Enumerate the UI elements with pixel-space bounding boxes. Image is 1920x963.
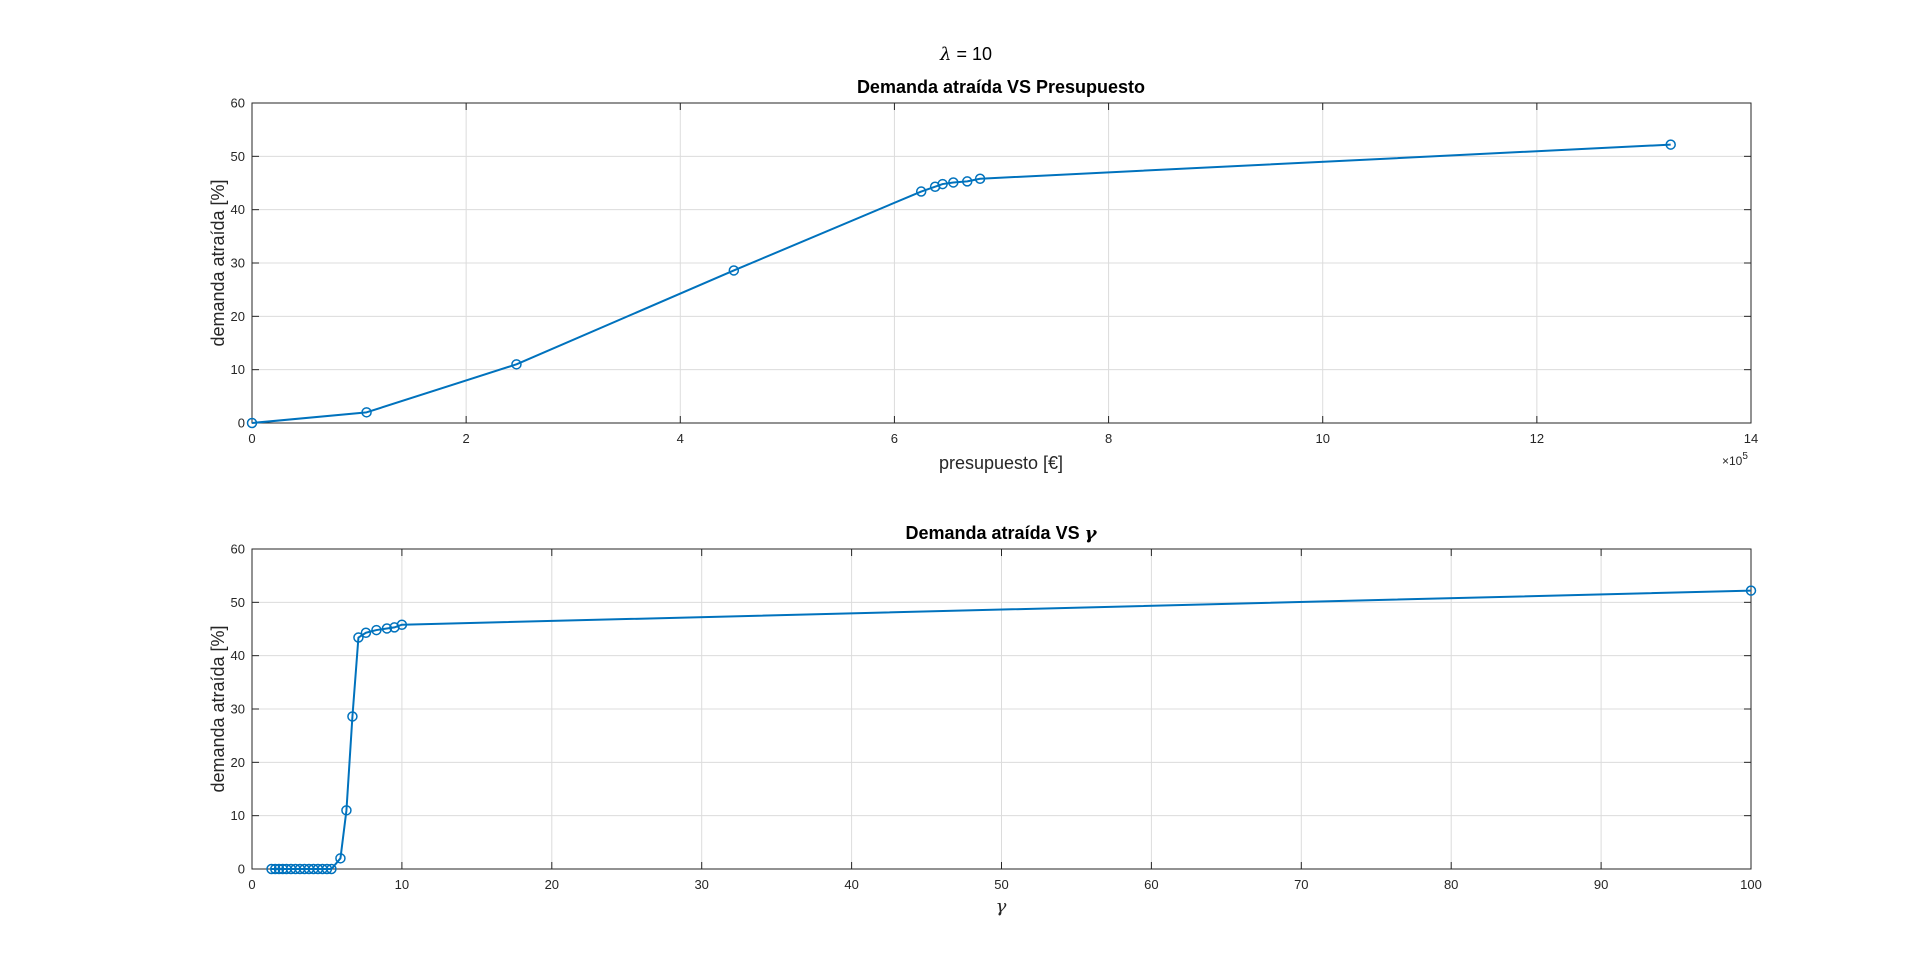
lambda-symbol: λ bbox=[939, 44, 951, 65]
chart-budget-data-point bbox=[948, 177, 959, 188]
x-tick-label: 40 bbox=[844, 877, 858, 892]
x-tick-label: 0 bbox=[248, 431, 255, 446]
chart-budget-ticks: 0 2 4 6 8 10 12 14 0 10 20 30 40 50 60 bbox=[231, 96, 1759, 447]
x-tick-label: 10 bbox=[395, 877, 409, 892]
chart-budget-series bbox=[246, 139, 1676, 429]
chart-gamma-data-point bbox=[321, 863, 333, 875]
chart-budget-xlabel: presupuesto [€] bbox=[939, 453, 1063, 473]
chart-gamma-data-point bbox=[269, 863, 281, 875]
y-tick-label: 60 bbox=[231, 96, 245, 111]
chart-gamma-data-point bbox=[360, 627, 372, 638]
suptitle-value: = 10 bbox=[951, 44, 992, 64]
chart-gamma-data-point bbox=[371, 624, 382, 636]
chart-budget-title: Demanda atraída VS Presupuesto bbox=[857, 77, 1145, 97]
chart-budget-data-point bbox=[961, 176, 973, 187]
chart-gamma-ticks: 0 10 20 30 40 50 60 70 80 90 100 0 10 20 30 40 50 60 bbox=[231, 542, 1762, 893]
chart-gamma-grid bbox=[252, 549, 1751, 869]
x-tick-label: 60 bbox=[1144, 877, 1158, 892]
x-tick-label: 100 bbox=[1740, 877, 1762, 892]
x-tick-label: 8 bbox=[1105, 431, 1112, 446]
y-tick-label: 10 bbox=[231, 808, 245, 823]
chart-budget-data-point bbox=[974, 173, 986, 184]
chart-gamma-series bbox=[266, 585, 1757, 875]
figure-suptitle: λ = 10 bbox=[939, 44, 992, 65]
chart-gamma-title: Demanda atraída VS γ bbox=[906, 523, 1098, 544]
chart-budget-data-point bbox=[728, 265, 740, 276]
x-exponent-power: 5 bbox=[1742, 451, 1748, 462]
chart-budget: 0 2 4 6 8 10 12 14 0 10 20 30 40 50 60 Demanda atraída… bbox=[208, 77, 1758, 473]
chart-gamma-title-prefix: Demanda atraída VS bbox=[906, 523, 1085, 543]
y-tick-label: 40 bbox=[231, 202, 245, 217]
x-tick-label: 80 bbox=[1444, 877, 1458, 892]
y-tick-label: 0 bbox=[238, 416, 245, 431]
chart-gamma-data-point bbox=[273, 863, 285, 875]
chart-gamma-xlabel: γ bbox=[996, 896, 1007, 917]
chart-gamma-data-point bbox=[381, 623, 393, 634]
x-tick-label: 10 bbox=[1315, 431, 1329, 446]
chart-gamma-data-point bbox=[277, 863, 288, 875]
y-tick-label: 20 bbox=[231, 309, 245, 324]
chart-budget-data-point bbox=[915, 186, 927, 197]
x-tick-label: 6 bbox=[891, 431, 898, 446]
chart-gamma-data-point bbox=[347, 711, 358, 722]
chart-gamma-data-point bbox=[1745, 585, 1757, 596]
y-tick-label: 60 bbox=[231, 542, 245, 557]
y-tick-label: 40 bbox=[231, 648, 245, 663]
y-tick-label: 50 bbox=[231, 149, 245, 164]
chart-gamma-data-point bbox=[396, 619, 408, 630]
x-exponent-base: ×10 bbox=[1722, 454, 1743, 468]
chart-budget-data-point bbox=[937, 178, 948, 190]
chart-budget-data-point bbox=[511, 359, 522, 370]
chart-budget-series-line bbox=[251, 143, 1671, 424]
y-tick-label: 0 bbox=[238, 862, 245, 877]
x-tick-label: 50 bbox=[994, 877, 1008, 892]
chart-budget-data-point bbox=[246, 417, 258, 429]
y-tick-label: 10 bbox=[231, 362, 245, 377]
x-tick-label: 20 bbox=[545, 877, 559, 892]
y-tick-label: 20 bbox=[231, 755, 245, 770]
chart-gamma-data-point bbox=[341, 805, 352, 816]
x-tick-label: 70 bbox=[1294, 877, 1308, 892]
x-tick-label: 30 bbox=[694, 877, 708, 892]
chart-budget-data-point bbox=[1665, 139, 1676, 150]
chart-budget-ylabel: demanda atraída [%] bbox=[208, 179, 228, 346]
x-tick-label: 12 bbox=[1530, 431, 1544, 446]
chart-gamma-data-point bbox=[335, 853, 346, 864]
x-tick-label: 14 bbox=[1744, 431, 1758, 446]
chart-gamma-ylabel: demanda atraída [%] bbox=[208, 625, 228, 792]
x-tick-label: 2 bbox=[463, 431, 470, 446]
chart-gamma-title-symbol: γ bbox=[1085, 523, 1098, 544]
x-tick-label: 4 bbox=[677, 431, 684, 446]
chart-gamma-data-point bbox=[326, 863, 337, 875]
chart-budget-x-exponent: ×105 bbox=[1722, 451, 1748, 468]
chart-gamma-data-point bbox=[266, 863, 277, 875]
x-tick-label: 0 bbox=[248, 877, 255, 892]
y-tick-label: 30 bbox=[231, 256, 245, 271]
chart-gamma-data-point bbox=[353, 632, 364, 643]
x-tick-label: 90 bbox=[1594, 877, 1608, 892]
chart-gamma: 0 10 20 30 40 50 60 70 80 90 100 0 10 20 30 40 50 60 Dema… bbox=[208, 523, 1762, 917]
y-tick-label: 30 bbox=[231, 702, 245, 717]
y-tick-label: 50 bbox=[231, 595, 245, 610]
chart-budget-data-point bbox=[361, 407, 372, 418]
chart-gamma-series-line bbox=[271, 589, 1752, 870]
